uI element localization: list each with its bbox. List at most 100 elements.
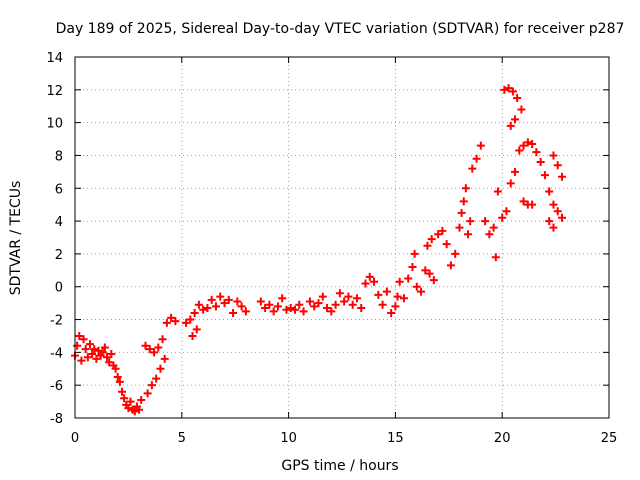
data-point bbox=[182, 318, 191, 327]
axis-ticks bbox=[74, 56, 610, 419]
data-point bbox=[515, 146, 524, 155]
data-point bbox=[160, 354, 169, 363]
data-point bbox=[466, 217, 475, 226]
data-point bbox=[553, 207, 562, 216]
data-point bbox=[558, 213, 567, 222]
data-point bbox=[545, 217, 554, 226]
x-tick-label: 0 bbox=[71, 431, 79, 446]
data-point bbox=[498, 213, 507, 222]
y-tick-label: 12 bbox=[46, 84, 63, 99]
y-tick-labels: -8 -6 -4 -2 0 2 4 6 8 10 12 14 bbox=[46, 51, 63, 427]
data-point bbox=[423, 241, 432, 250]
data-point bbox=[438, 226, 447, 235]
data-point bbox=[147, 381, 156, 390]
data-point bbox=[162, 318, 171, 327]
x-axis-label: GPS time / hours bbox=[281, 458, 398, 474]
data-point bbox=[278, 294, 287, 303]
data-point bbox=[73, 341, 82, 350]
y-tick-label: 4 bbox=[55, 215, 63, 230]
x-tick-labels: 0 5 10 15 20 25 bbox=[71, 431, 617, 446]
data-point bbox=[220, 299, 229, 308]
data-point bbox=[92, 354, 101, 363]
data-point bbox=[224, 295, 233, 304]
data-point bbox=[141, 341, 150, 350]
data-point bbox=[549, 223, 558, 232]
x-tick-label: 10 bbox=[280, 431, 297, 446]
data-point bbox=[451, 249, 460, 258]
data-point bbox=[528, 200, 537, 209]
data-point bbox=[519, 141, 528, 150]
x-tick-label: 25 bbox=[601, 431, 618, 446]
data-point bbox=[545, 187, 554, 196]
data-point bbox=[558, 172, 567, 181]
data-point bbox=[549, 200, 558, 209]
data-point bbox=[391, 302, 400, 311]
data-point bbox=[273, 302, 282, 311]
data-point bbox=[192, 325, 201, 334]
data-point bbox=[100, 343, 109, 352]
data-point bbox=[464, 230, 473, 239]
data-point bbox=[282, 305, 291, 314]
data-point bbox=[352, 294, 361, 303]
grid-lines bbox=[75, 57, 609, 418]
data-point bbox=[143, 389, 152, 398]
data-point bbox=[365, 272, 374, 281]
data-point bbox=[508, 87, 517, 96]
data-point bbox=[310, 302, 319, 311]
data-point bbox=[269, 307, 278, 316]
data-point bbox=[85, 340, 94, 349]
data-point bbox=[421, 266, 430, 275]
data-point bbox=[519, 197, 528, 206]
data-point bbox=[265, 300, 274, 309]
data-point bbox=[517, 105, 526, 114]
data-point bbox=[137, 395, 146, 404]
data-point bbox=[532, 148, 541, 157]
data-point bbox=[113, 372, 122, 381]
data-point bbox=[130, 407, 139, 416]
y-tick-label: 10 bbox=[46, 117, 63, 132]
data-point bbox=[378, 300, 387, 309]
data-point bbox=[553, 161, 562, 170]
data-points bbox=[71, 84, 567, 416]
data-point bbox=[457, 208, 466, 217]
data-point bbox=[408, 263, 417, 272]
data-point bbox=[98, 348, 107, 357]
data-point bbox=[523, 138, 532, 147]
data-point bbox=[190, 308, 199, 317]
data-point bbox=[536, 158, 545, 167]
data-point bbox=[382, 287, 391, 296]
data-point bbox=[500, 85, 509, 94]
data-point bbox=[323, 304, 332, 313]
data-point bbox=[203, 304, 212, 313]
data-point bbox=[88, 350, 97, 359]
data-point bbox=[207, 295, 216, 304]
data-point bbox=[395, 277, 404, 286]
data-point bbox=[513, 94, 522, 103]
data-point bbox=[511, 115, 520, 124]
data-point bbox=[158, 335, 167, 344]
data-point bbox=[135, 405, 144, 414]
data-point bbox=[442, 240, 451, 249]
data-point bbox=[472, 154, 481, 163]
data-point bbox=[502, 207, 511, 216]
data-point bbox=[461, 184, 470, 193]
y-tick-label: -6 bbox=[50, 379, 63, 394]
data-point bbox=[186, 315, 195, 324]
data-point bbox=[194, 300, 203, 309]
data-point bbox=[318, 292, 327, 301]
data-point bbox=[156, 364, 165, 373]
data-point bbox=[331, 300, 340, 309]
data-point bbox=[233, 297, 242, 306]
data-point bbox=[286, 304, 295, 313]
data-point bbox=[79, 335, 88, 344]
data-point bbox=[481, 217, 490, 226]
data-point bbox=[370, 277, 379, 286]
data-point bbox=[295, 300, 304, 309]
data-point bbox=[107, 350, 116, 359]
data-point bbox=[77, 356, 86, 365]
y-axis-label: SDTVAR / TECUs bbox=[8, 181, 24, 296]
data-point bbox=[145, 345, 154, 354]
data-point bbox=[361, 279, 370, 288]
data-point bbox=[261, 304, 270, 313]
y-tick-label: -8 bbox=[50, 412, 63, 427]
